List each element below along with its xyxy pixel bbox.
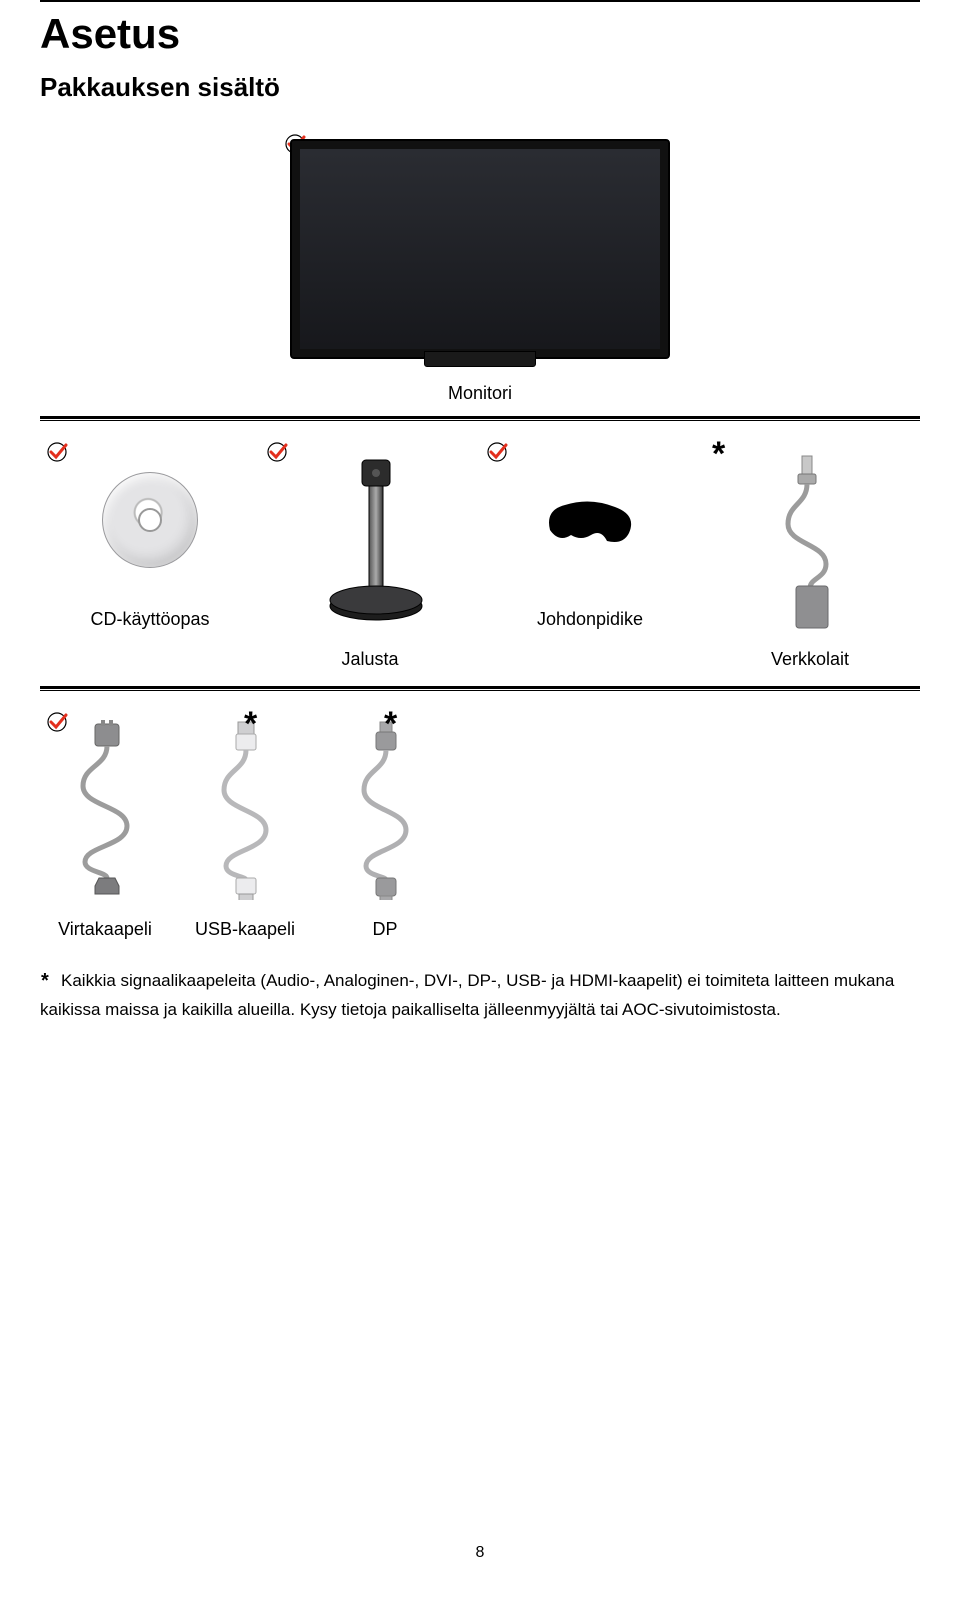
stand-illustration <box>310 445 430 635</box>
item-cd-manual: CD-käyttöopas <box>40 445 260 630</box>
asterisk-icon: * <box>384 707 397 741</box>
check-icon <box>486 441 508 463</box>
row-accessories-1: CD-käyttöopas <box>40 427 920 680</box>
check-icon <box>46 711 68 733</box>
page-number: 8 <box>40 1544 920 1562</box>
item-label: DP <box>372 919 397 940</box>
cable-holder-illustration <box>530 445 650 595</box>
item-label: CD-käyttöopas <box>90 609 209 630</box>
item-label: USB-kaapeli <box>195 919 295 940</box>
page-title: Asetus <box>40 10 920 58</box>
divider <box>40 686 920 691</box>
item-power-cable: Virtakaapeli <box>40 715 170 940</box>
item-label: Verkkolait <box>771 649 849 670</box>
item-label: Johdonpidike <box>537 609 643 630</box>
row-accessories-2: Virtakaapeli * USB-kaapeli * <box>40 697 920 950</box>
item-cable-holder: Johdonpidike <box>480 445 700 630</box>
item-dp-cable: * DP <box>320 715 450 940</box>
top-rule <box>40 0 920 2</box>
footnote: * Kaikkia signaalikaapeleita (Audio-, An… <box>40 968 920 1024</box>
item-label: Virtakaapeli <box>58 919 152 940</box>
monitor-item: Monitori <box>290 139 670 404</box>
cd-illustration <box>90 445 210 595</box>
asterisk-icon: * <box>40 971 58 997</box>
asterisk-icon: * <box>712 437 725 471</box>
divider <box>40 416 920 421</box>
footnote-text: Kaikkia signaalikaapeleita (Audio-, Anal… <box>40 971 894 1019</box>
item-power-adapter: * Verkkolait <box>700 445 920 670</box>
page-subtitle: Pakkauksen sisältö <box>40 72 920 103</box>
page: Asetus Pakkauksen sisältö Monitori CD-kä… <box>0 0 960 1602</box>
usb-cable-illustration <box>185 715 305 905</box>
asterisk-icon: * <box>244 707 257 741</box>
item-usb-cable: * USB-kaapeli <box>180 715 310 940</box>
adapter-illustration <box>750 445 870 635</box>
check-icon <box>266 441 288 463</box>
monitor-label: Monitori <box>448 383 512 404</box>
monitor-illustration <box>290 139 670 359</box>
svg-text:*: * <box>41 971 49 989</box>
power-cable-illustration <box>45 715 165 905</box>
row-monitor: Monitori <box>40 139 920 404</box>
check-icon <box>46 441 68 463</box>
dp-cable-illustration <box>325 715 445 905</box>
item-label: Jalusta <box>341 649 398 670</box>
item-stand: Jalusta <box>260 445 480 670</box>
